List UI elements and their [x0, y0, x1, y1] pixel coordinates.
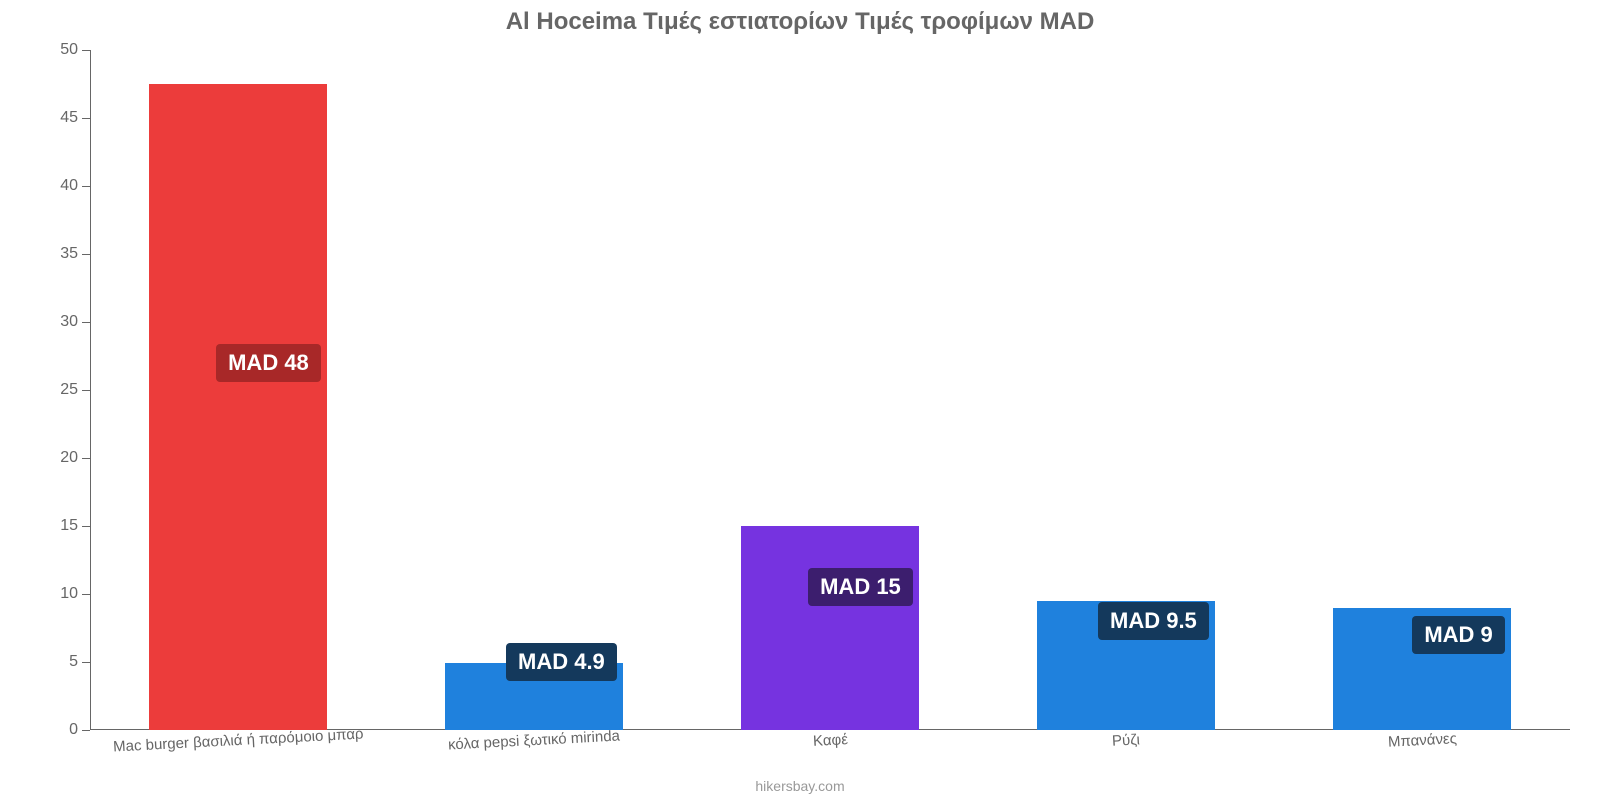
y-tick — [82, 662, 90, 663]
y-tick-label: 15 — [60, 517, 78, 535]
bars-row: MAD 48 MAD 4.9 MAD 15 MAD 9.5 MAD 9 — [90, 50, 1570, 730]
y-tick — [82, 458, 90, 459]
value-badge: MAD 15 — [808, 568, 913, 606]
bar-slot: MAD 9.5 — [978, 50, 1274, 730]
y-tick — [82, 594, 90, 595]
x-label-slot: Mac burger βασιλιά ή παρόμοιο μπαρ — [90, 732, 386, 749]
chart-container: Al Hoceima Τιμές εστιατορίων Τιμές τροφί… — [0, 0, 1600, 800]
y-tick — [82, 526, 90, 527]
x-label-slot: Καφέ — [682, 732, 978, 749]
bar-slot: MAD 15 — [682, 50, 978, 730]
y-tick-label: 50 — [60, 41, 78, 59]
y-tick-label: 5 — [69, 653, 78, 671]
y-tick — [82, 118, 90, 119]
x-label-slot: κόλα pepsi ξωτικό mirinda — [386, 732, 682, 749]
y-tick — [82, 254, 90, 255]
y-tick-label: 40 — [60, 177, 78, 195]
bar: MAD 15 — [741, 526, 919, 730]
x-axis-labels: Mac burger βασιλιά ή παρόμοιο μπαρκόλα p… — [90, 732, 1570, 749]
value-badge: MAD 4.9 — [506, 643, 617, 681]
bar-slot: MAD 48 — [90, 50, 386, 730]
chart-title: Al Hoceima Τιμές εστιατορίων Τιμές τροφί… — [0, 8, 1600, 36]
y-tick-label: 35 — [60, 245, 78, 263]
x-label-slot: Ρύζι — [978, 732, 1274, 749]
y-tick — [82, 186, 90, 187]
x-axis-label: κόλα pepsi ξωτικό mirinda — [448, 728, 621, 754]
bar: MAD 9.5 — [1037, 601, 1215, 730]
x-axis-label: Ρύζι — [1112, 731, 1141, 749]
x-axis-label: Καφέ — [812, 731, 848, 750]
x-label-slot: Μπανάνες — [1274, 732, 1570, 749]
plot-area: MAD 48MAD 4.9MAD 15MAD 9.5MAD 9 05101520… — [90, 50, 1570, 730]
bar: MAD 48 — [149, 84, 327, 730]
bar-slot: MAD 9 — [1274, 50, 1570, 730]
credit-text: hikersbay.com — [0, 778, 1600, 794]
bar: MAD 4.9 — [445, 663, 623, 730]
y-tick-label: 45 — [60, 109, 78, 127]
y-tick — [82, 50, 90, 51]
x-axis-label: Μπανάνες — [1387, 730, 1457, 751]
y-tick-label: 0 — [69, 721, 78, 739]
y-tick-label: 25 — [60, 381, 78, 399]
value-badge: MAD 9 — [1412, 616, 1504, 654]
bar: MAD 9 — [1333, 608, 1511, 730]
y-tick-label: 20 — [60, 449, 78, 467]
value-badge: MAD 48 — [216, 344, 321, 382]
y-tick-label: 30 — [60, 313, 78, 331]
bar-slot: MAD 4.9 — [386, 50, 682, 730]
value-badge: MAD 9.5 — [1098, 602, 1209, 640]
y-tick-label: 10 — [60, 585, 78, 603]
y-tick — [82, 390, 90, 391]
y-tick — [82, 730, 90, 731]
y-tick — [82, 322, 90, 323]
